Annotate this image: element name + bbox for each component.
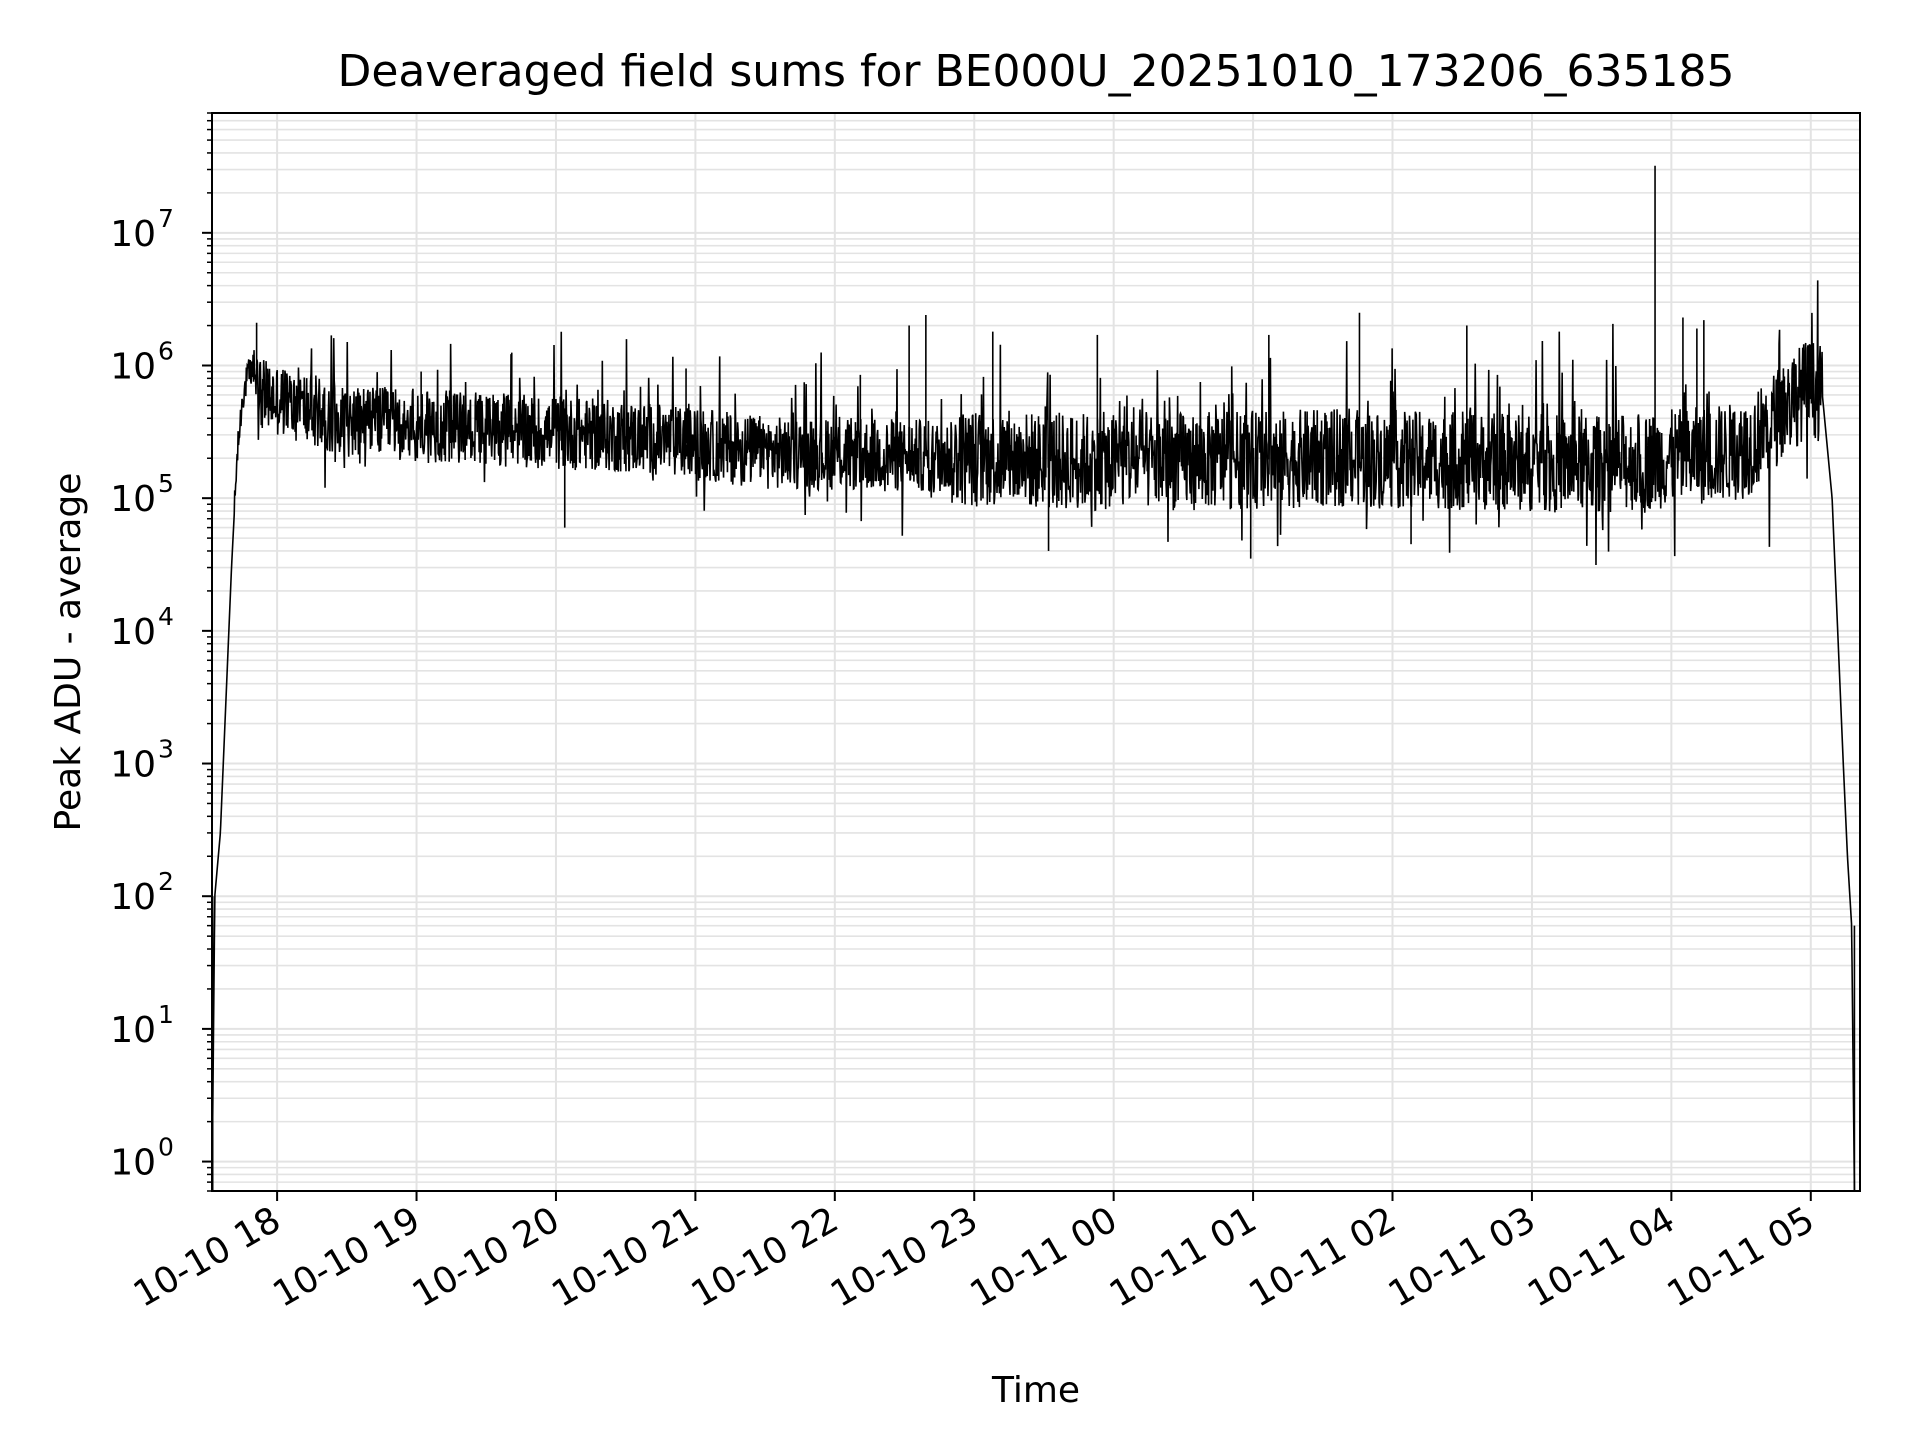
y-tick-exponent: 6	[158, 336, 174, 365]
y-tick-exponent: 4	[158, 602, 174, 631]
y-tick-label: 10	[110, 877, 156, 918]
y-tick-label: 10	[110, 214, 156, 255]
y-tick-exponent: 7	[158, 204, 174, 233]
grid-layer	[212, 112, 1860, 1192]
series-line	[211, 280, 1856, 1192]
y-tick-exponent: 0	[158, 1133, 174, 1162]
y-tick-label: 10	[110, 346, 156, 387]
y-axis-label: Peak ADU - average	[48, 473, 89, 832]
x-axis-label: Time	[991, 1370, 1080, 1411]
y-tick-exponent: 3	[158, 735, 174, 764]
y-tick-label: 10	[110, 745, 156, 786]
y-tick-label: 10	[110, 1010, 156, 1051]
y-tick-exponent: 2	[158, 867, 174, 896]
y-tick-exponent: 5	[158, 469, 174, 498]
y-tick-label: 10	[110, 612, 156, 653]
y-tick-label: 10	[110, 479, 156, 520]
y-tick-label: 10	[110, 1143, 156, 1184]
chart-title: Deaveraged field sums for BE000U_2025101…	[337, 46, 1734, 97]
y-tick-exponent: 1	[158, 1000, 174, 1029]
